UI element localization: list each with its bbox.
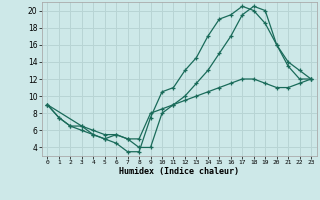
X-axis label: Humidex (Indice chaleur): Humidex (Indice chaleur) <box>119 167 239 176</box>
